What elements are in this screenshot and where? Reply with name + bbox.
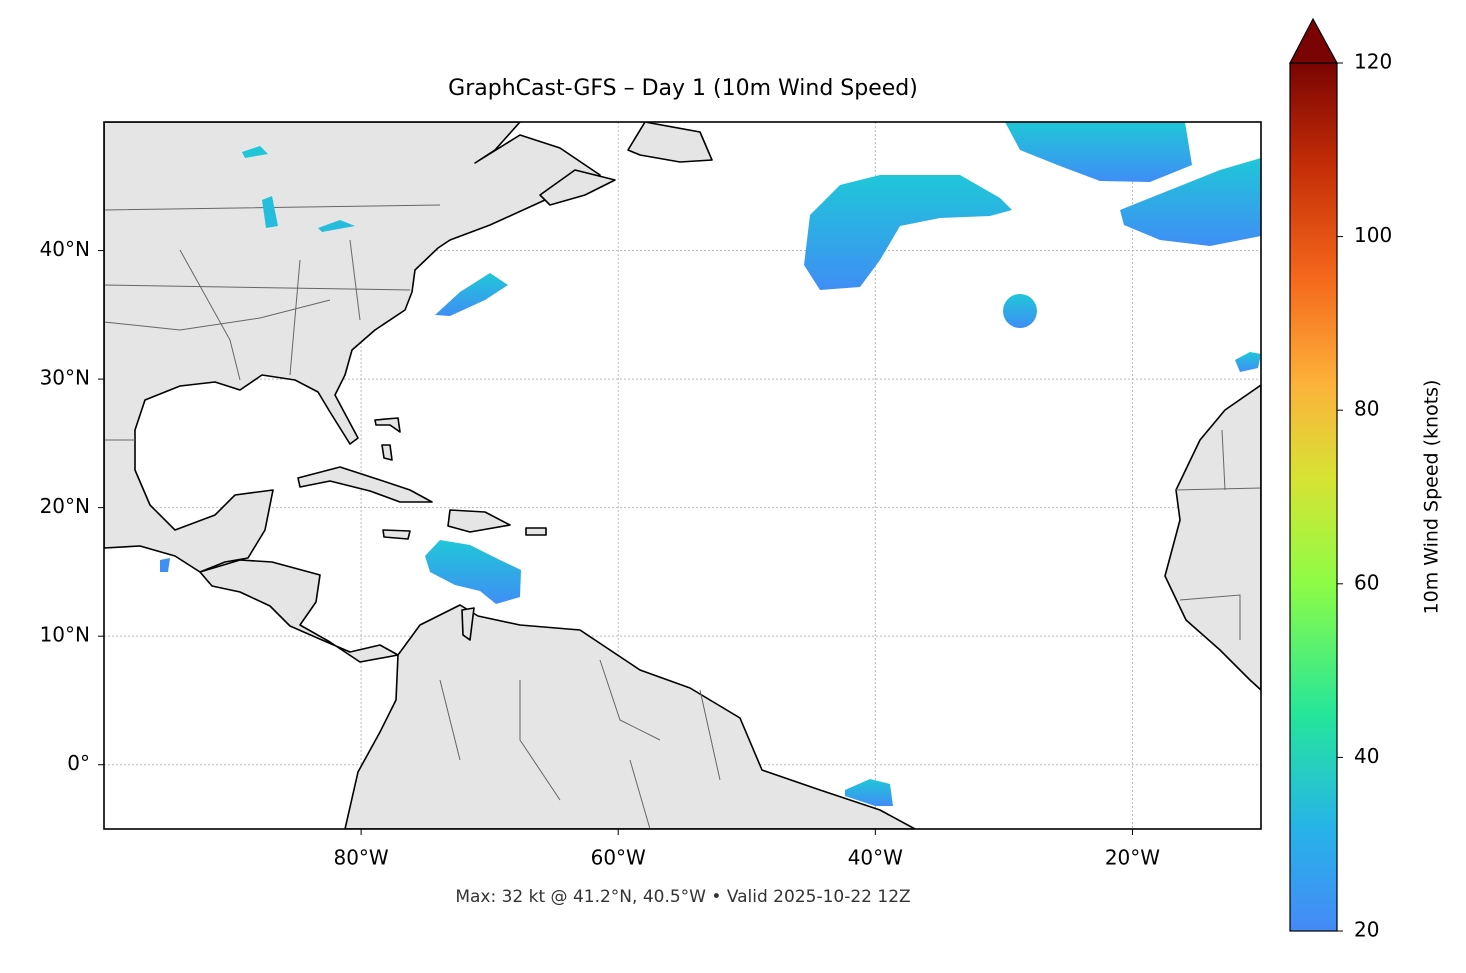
colorbar-tick-label: 100 [1354,223,1392,247]
colorbar-tick-label: 40 [1354,744,1379,768]
jamaica [382,529,411,540]
north-america [104,122,601,573]
y-tick-label: 10°N [40,623,90,647]
newfoundland [627,122,713,163]
chart-title: GraphCast-GFS – Day 1 (10m Wind Speed) [448,76,918,101]
y-tick-label: 20°N [40,494,90,518]
wind-field [160,122,1261,806]
colorbar: 10m Wind Speed (knots) 20 40 60 80 100 120 [1289,17,1443,942]
x-tick-label: 40°W [848,846,903,870]
colorbar-tick-label: 20 [1354,918,1379,942]
puerto-rico [525,527,547,536]
map-frame [103,121,1262,830]
africa [1164,384,1261,691]
colorbar-tick-label: 80 [1354,397,1379,421]
x-tick-label: 80°W [333,846,388,870]
south-america [344,604,916,829]
trinidad [461,607,475,641]
y-tick-label: 30°N [40,366,90,390]
x-tick-label: 60°W [591,846,646,870]
cuba [297,466,433,503]
colorbar-extend [1289,17,1339,64]
colorbar-bar [1289,62,1338,932]
bahamas [374,417,401,461]
map [104,122,1261,829]
ticks: 80°W 60°W 40°W 20°W 0° 10°N 20°N 30°N 40°N [40,237,1161,869]
colorbar-tick-label: 120 [1354,50,1392,74]
y-tick-label: 40°N [40,237,90,261]
x-tick-label: 20°W [1105,846,1160,870]
y-tick-label: 0° [67,751,90,775]
hispaniola [447,509,511,533]
colorbar-tick-label: 60 [1354,570,1379,594]
footer: Max: 32 kt @ 41.2°N, 40.5°W • Valid 2025… [455,887,910,907]
colorbar-label: 10m Wind Speed (knots) [1421,380,1443,615]
nova-scotia [539,169,616,206]
central-america [199,559,399,663]
